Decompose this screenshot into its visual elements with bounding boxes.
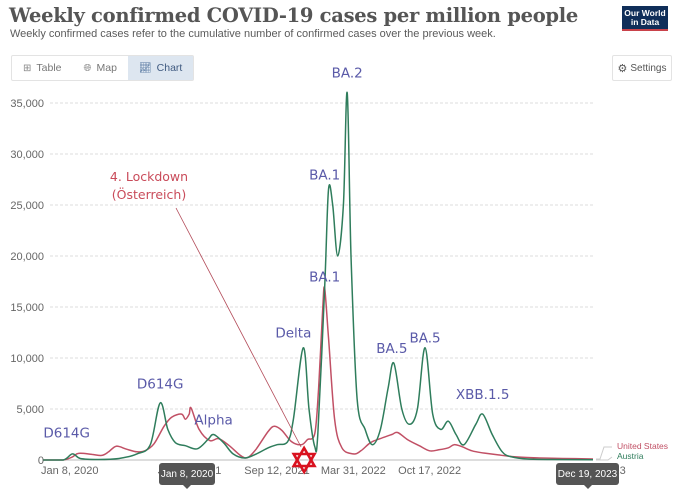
- gear-icon: ⚙: [617, 62, 628, 75]
- lockdown-pointer-line: [175, 207, 302, 448]
- variant-annotations: D614G D614G Alpha Delta BA.1 BA.1 BA.2 BA.5BA.5…: [43, 66, 509, 442]
- variant-label: XBB.1.5: [456, 387, 510, 403]
- timeline-end-label: Dec 19, 2023: [557, 468, 618, 480]
- y-tick-label: 35,000: [10, 98, 44, 110]
- y-tick-label: 10,000: [10, 353, 44, 365]
- variant-label: Alpha: [194, 412, 232, 428]
- tab-table[interactable]: ⊞ Table: [12, 56, 73, 80]
- legend-label-austria: Austria: [617, 451, 644, 461]
- y-tick-label: 0: [38, 455, 44, 467]
- series-lines: [42, 91, 594, 461]
- chart-subtitle: Weekly confirmed cases refer to the cumu…: [10, 28, 496, 40]
- view-tabs: ⊞ Table 🌐︎ Map 📈︎ Chart: [11, 55, 195, 81]
- line-chart-icon: 📈︎: [138, 62, 152, 74]
- variant-label: BA.1: [309, 168, 340, 184]
- variant-label: Delta: [275, 326, 311, 342]
- owid-logo[interactable]: Our World in Data: [622, 6, 668, 31]
- timeline-start-handle[interactable]: Jan 8, 2020: [159, 463, 215, 489]
- lockdown-label-line-1: 4. Lockdown: [110, 169, 188, 184]
- legend-connector: [596, 456, 613, 461]
- legend-label-united-states: United States: [617, 441, 668, 451]
- x-tick-label: Sep 12, 2021: [244, 465, 309, 477]
- y-tick-label: 5,000: [16, 404, 44, 416]
- variant-label: BA.2: [332, 66, 363, 82]
- timeline-end-handle[interactable]: Dec 19, 2023: [556, 463, 619, 489]
- tab-chart[interactable]: 📈︎ Chart: [127, 56, 194, 80]
- variant-label: D614G: [43, 426, 90, 442]
- tab-map[interactable]: 🌐︎ Map: [73, 56, 128, 80]
- variant-label: BA.5: [409, 331, 440, 347]
- timeline-start-label: Jan 8, 2020: [160, 468, 214, 480]
- chart-title: Weekly confirmed COVID-19 cases per mill…: [9, 4, 578, 27]
- x-tick-label: Jan 8, 2020: [41, 465, 99, 477]
- y-axis-ticks: 0 5,000 10,000 15,000 20,000 25,000 30,000 35,0…: [10, 98, 44, 467]
- variant-label: BA.5: [376, 341, 407, 357]
- variant-label: BA.1: [309, 270, 340, 286]
- y-tick-label: 20,000: [10, 251, 44, 263]
- logo-line-2: in Data: [630, 17, 660, 27]
- globe-icon: 🌐︎: [83, 62, 92, 74]
- lockdown-annotation: 4. Lockdown (Österreich): [110, 169, 317, 475]
- settings-label: Settings: [630, 62, 667, 74]
- y-tick-label: 15,000: [10, 302, 44, 314]
- tab-label: Chart: [156, 62, 183, 74]
- x-tick-label: Oct 17, 2022: [398, 465, 461, 477]
- x-tick-label: Mar 31, 2022: [321, 465, 386, 477]
- settings-button[interactable]: ⚙ Settings: [612, 55, 672, 81]
- series-line-austria: [42, 91, 594, 461]
- variant-label: D614G: [137, 377, 184, 393]
- legend-connector: [596, 446, 612, 460]
- logo-line-1: Our World: [624, 8, 666, 18]
- star-marker-icon: [291, 452, 317, 475]
- lockdown-label-line-2: (Österreich): [112, 186, 186, 202]
- grid-lines: [43, 102, 593, 461]
- star-marker-icon: [291, 445, 317, 468]
- y-tick-label: 25,000: [10, 200, 44, 212]
- y-tick-label: 30,000: [10, 149, 44, 161]
- tab-label: Map: [96, 62, 117, 74]
- table-icon: ⊞: [23, 62, 32, 74]
- tab-label: Table: [36, 62, 62, 74]
